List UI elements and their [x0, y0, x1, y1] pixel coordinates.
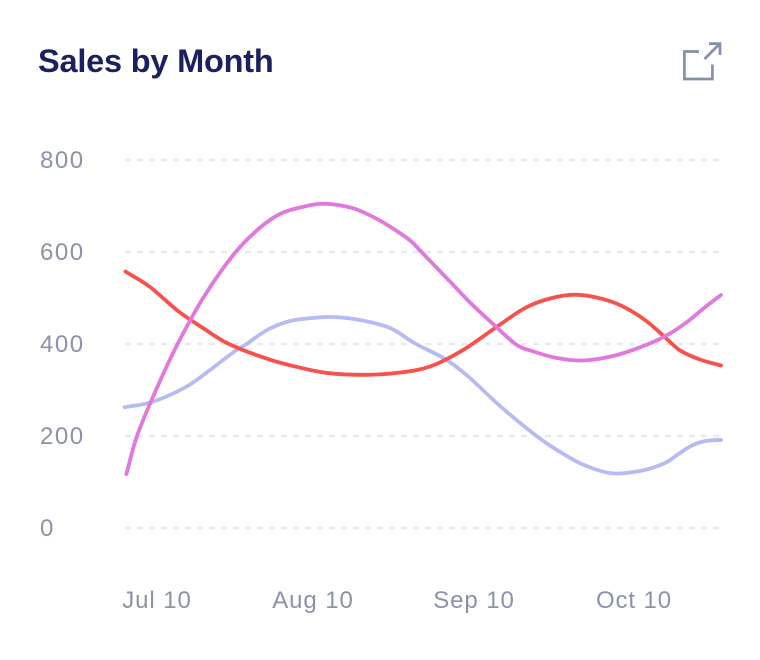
svg-text:Jul 10: Jul 10 [122, 587, 191, 614]
svg-text:Aug 10: Aug 10 [272, 587, 353, 614]
svg-text:Oct 10: Oct 10 [596, 587, 672, 614]
svg-text:0: 0 [40, 515, 55, 542]
svg-text:600: 600 [40, 239, 85, 266]
svg-text:200: 200 [40, 423, 85, 450]
svg-text:800: 800 [40, 147, 85, 174]
svg-text:Sep 10: Sep 10 [433, 587, 514, 614]
svg-text:400: 400 [40, 331, 85, 358]
